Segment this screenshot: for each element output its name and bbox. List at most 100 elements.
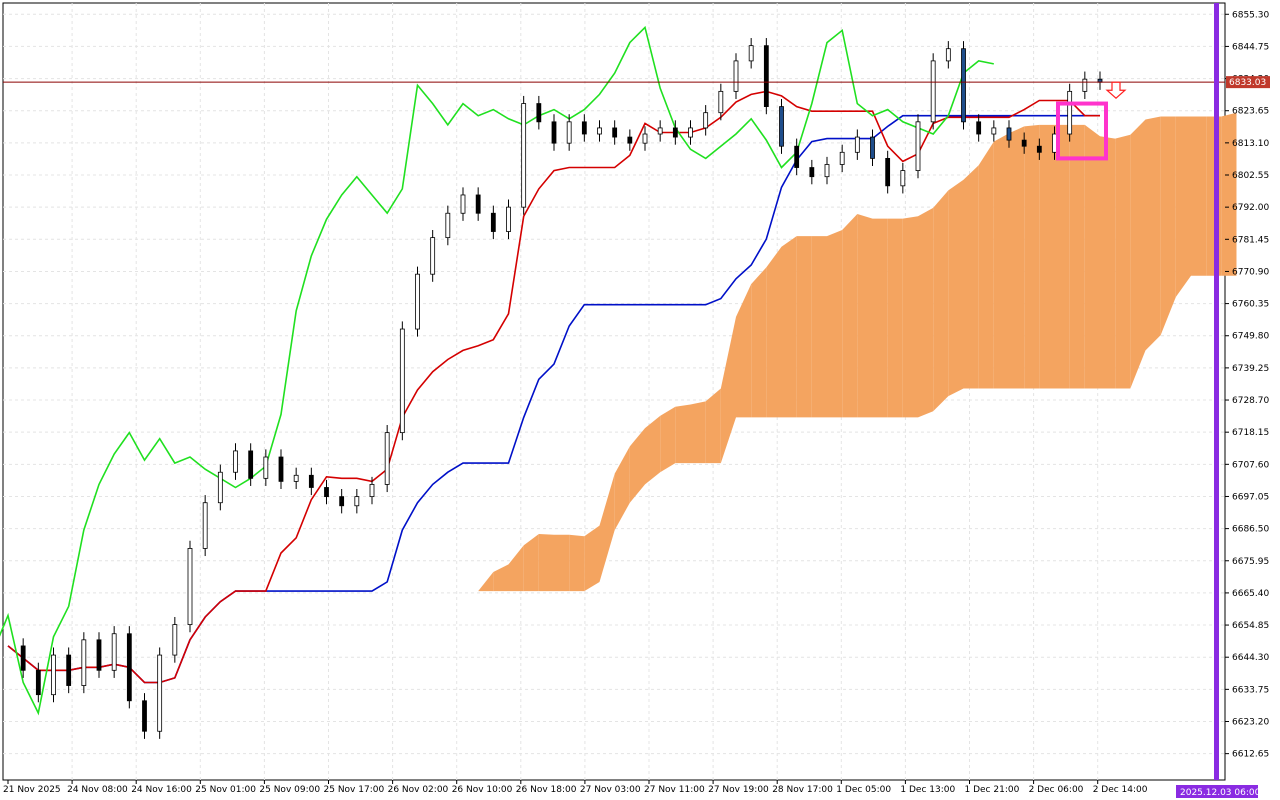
candle-body <box>748 45 754 62</box>
candle-body <box>96 639 102 671</box>
price-label: 6623.20 <box>1232 717 1269 727</box>
kumo-segment <box>963 165 979 389</box>
candle-body <box>733 60 739 92</box>
kumo-segment <box>751 267 767 418</box>
candle-body <box>1052 133 1057 153</box>
kumo-segment <box>918 207 934 418</box>
kumo-segment <box>842 214 858 418</box>
kumo-segment <box>1084 124 1100 389</box>
candle-body <box>945 48 951 62</box>
kumo-segment <box>827 230 843 418</box>
kumo-segment <box>614 446 630 531</box>
kumo-segment <box>660 406 676 473</box>
candle-body <box>506 206 511 232</box>
candle-body <box>263 456 269 479</box>
time-axis: 21 Nov 2025 24 Nov 08:00 24 Nov 16:00 25 No… <box>3 780 1261 798</box>
candle-body <box>718 90 724 114</box>
time-label: 26 Nov 18:00 <box>516 785 577 795</box>
price-axis: 6855.306844.756834.206823.656813.106802.… <box>1225 10 1270 760</box>
plot-area <box>2 2 1226 781</box>
kumo-segment <box>978 141 994 389</box>
kumo-segment <box>1221 112 1237 276</box>
price-label: 6728.70 <box>1232 396 1269 406</box>
kumo-segment <box>584 525 600 592</box>
candle-body <box>445 212 451 239</box>
kumo-segment <box>948 179 964 397</box>
price-label: 6718.15 <box>1232 428 1269 438</box>
kumo-segment <box>887 218 903 418</box>
candle-body <box>111 633 117 671</box>
kumo-segment <box>478 572 494 592</box>
candle-body <box>157 654 163 732</box>
candle-body <box>293 474 299 482</box>
time-label: 25 Nov 17:00 <box>324 785 385 795</box>
candle-body <box>415 273 420 330</box>
candle-body <box>642 133 648 144</box>
candle-body <box>627 136 633 144</box>
candle-body <box>354 496 360 507</box>
price-label: 6697.05 <box>1232 492 1269 502</box>
candle-body <box>885 157 891 187</box>
price-label: 6781.45 <box>1232 235 1269 245</box>
price-label: 6665.40 <box>1232 589 1269 599</box>
kumo-segment <box>857 214 873 418</box>
candle-body <box>187 548 193 625</box>
kumo-segment <box>1069 124 1085 389</box>
kumo-segment <box>675 404 691 464</box>
kumo-segment <box>720 316 736 464</box>
kumo-segment <box>1100 136 1116 389</box>
kumo-segment <box>902 216 918 418</box>
candle-body <box>1082 78 1088 92</box>
time-label: 27 Nov 11:00 <box>644 785 705 795</box>
candle-body <box>369 484 375 498</box>
kumo-segment <box>645 415 661 485</box>
kumo-segment <box>1191 116 1207 276</box>
price-label: 6844.75 <box>1232 42 1269 52</box>
kumo-segment <box>1054 124 1070 389</box>
kumo-segment <box>1160 116 1176 336</box>
candle-body <box>35 669 41 696</box>
sell-arrow-icon <box>1105 81 1127 100</box>
time-label: 1 Dec 13:00 <box>900 785 955 795</box>
candle-body <box>324 487 329 498</box>
candle-body <box>763 45 769 108</box>
time-label: 2 Dec 14:00 <box>1093 785 1148 795</box>
candle-body <box>521 103 527 208</box>
candle-body <box>308 474 314 488</box>
kumo-segment <box>705 388 721 464</box>
time-label: 25 Nov 01:00 <box>195 785 256 795</box>
candle-body <box>854 136 860 153</box>
price-label: 6707.60 <box>1232 460 1269 470</box>
kumo-segment <box>599 473 615 582</box>
candle-body <box>703 112 709 129</box>
current-time-tag <box>1176 785 1258 798</box>
candle-body <box>597 127 602 135</box>
candle-body <box>172 624 178 656</box>
candle-body <box>278 456 284 482</box>
candle-body <box>1067 90 1073 135</box>
candle-body <box>20 645 26 671</box>
price-label: 6813.10 <box>1232 139 1269 149</box>
price-label: 6749.80 <box>1232 332 1269 342</box>
candle-body <box>66 654 72 686</box>
candle-body <box>490 212 496 232</box>
time-label: 25 Nov 09:00 <box>259 785 320 795</box>
candle-body <box>839 151 845 165</box>
candle-body <box>1006 127 1012 141</box>
kumo-segment <box>538 533 554 592</box>
kumo-segment <box>690 401 706 464</box>
kumo-segment <box>1206 116 1222 276</box>
time-label: 21 Nov 2025 <box>3 785 61 795</box>
current-price-value: 6833.03 <box>1229 78 1266 88</box>
candle-body <box>961 48 966 123</box>
candle-body <box>81 639 87 686</box>
kumo-segment <box>1145 116 1161 351</box>
candle-body <box>384 432 390 485</box>
candle-body <box>581 121 587 135</box>
candle-body <box>915 121 921 171</box>
time-label: 28 Nov 17:00 <box>772 785 833 795</box>
kumo-segment <box>493 564 509 592</box>
candle-body <box>672 127 678 138</box>
price-label: 6633.75 <box>1232 685 1269 695</box>
